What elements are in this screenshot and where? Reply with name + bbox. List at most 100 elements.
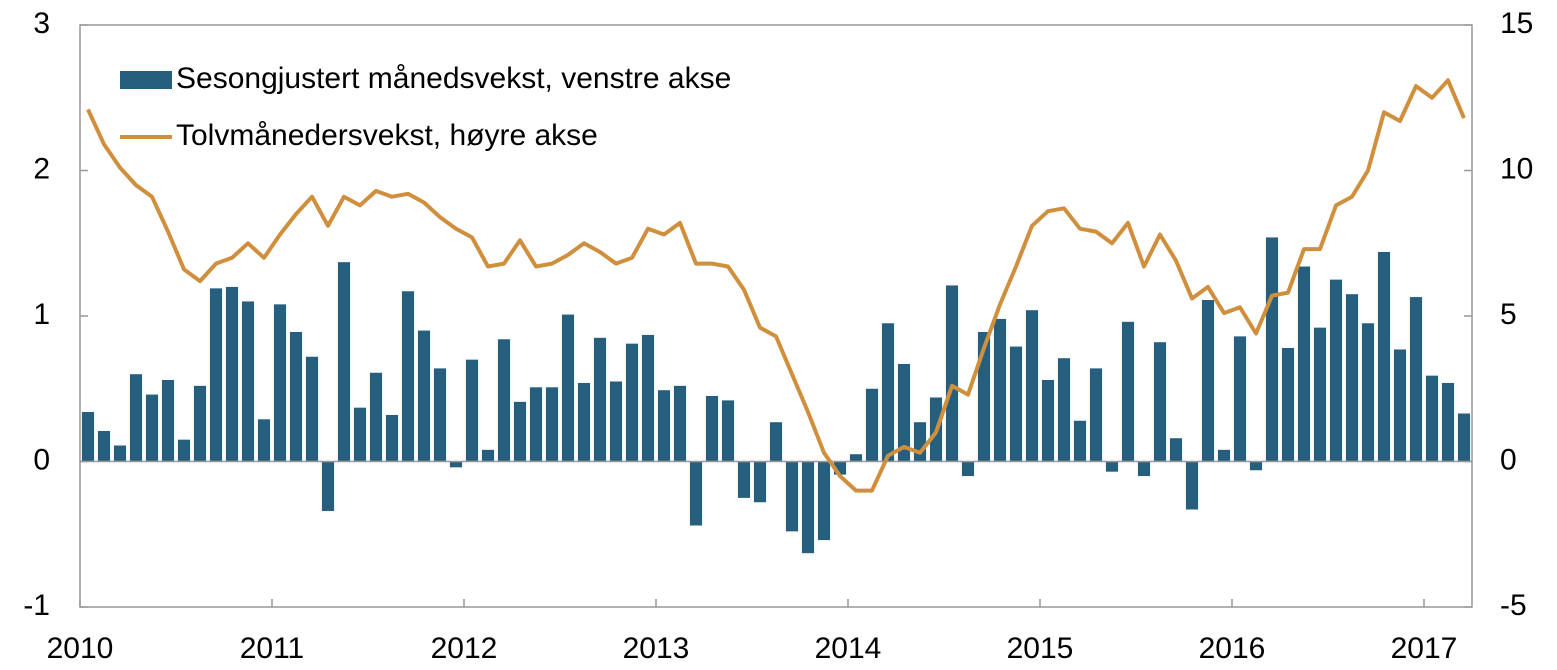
bar [721, 400, 735, 462]
y2-tick-label: 15 [1500, 7, 1533, 40]
bar [113, 445, 127, 462]
bar [1169, 438, 1183, 462]
bar [913, 422, 927, 462]
bar [417, 330, 431, 462]
bar [1313, 327, 1327, 462]
y2-tick-label: -5 [1500, 589, 1527, 622]
bar [177, 439, 191, 462]
y-tick-label: 1 [33, 298, 50, 331]
bar [897, 364, 911, 462]
bar [849, 454, 863, 462]
bar [225, 286, 239, 462]
bar [369, 372, 383, 462]
bar [705, 396, 719, 462]
y2-tick-label: 5 [1500, 298, 1517, 331]
bar [961, 461, 975, 477]
bar [625, 343, 639, 462]
x-tick-label: 2011 [240, 632, 305, 665]
bar [545, 387, 559, 462]
bar [1361, 323, 1375, 462]
bar [1025, 310, 1039, 462]
bar [609, 381, 623, 462]
y-tick-label: 3 [33, 7, 50, 40]
x-tick-label: 2010 [47, 632, 114, 665]
bar [385, 414, 399, 462]
bar [977, 332, 991, 462]
bar [1153, 342, 1167, 462]
bar [289, 332, 303, 462]
bar [945, 285, 959, 462]
bar [769, 422, 783, 462]
bar [529, 387, 543, 462]
bar [801, 461, 815, 554]
x-tick-label: 2017 [1391, 632, 1458, 665]
bar [305, 356, 319, 462]
bar [753, 461, 767, 503]
bar [689, 461, 703, 526]
bar [1281, 348, 1295, 462]
x-tick-label: 2015 [1007, 632, 1074, 665]
bar [465, 359, 479, 462]
y2-tick-label: 0 [1500, 443, 1517, 476]
x-tick-label: 2016 [1199, 632, 1266, 665]
bar [481, 449, 495, 462]
bar [1121, 321, 1135, 462]
bar [209, 288, 223, 462]
bar [1265, 237, 1279, 462]
y-tick-label: 2 [33, 152, 50, 185]
x-tick-label: 2013 [623, 632, 690, 665]
bar [993, 318, 1007, 462]
y-tick-label: -1 [23, 589, 50, 622]
bar [81, 412, 95, 462]
bar [1185, 461, 1199, 510]
line [86, 78, 1466, 493]
bar [1217, 449, 1231, 462]
bar [1297, 266, 1311, 462]
bar [353, 407, 367, 462]
bar [513, 401, 527, 462]
bar [1057, 358, 1071, 462]
bar [1201, 299, 1215, 462]
y2-tick-label: 10 [1500, 152, 1533, 185]
bar [1249, 461, 1263, 471]
bar [129, 374, 143, 462]
bar [1073, 420, 1087, 462]
bar [1009, 346, 1023, 462]
bar [497, 339, 511, 462]
bar [1377, 251, 1391, 462]
bar [1409, 297, 1423, 462]
bar [641, 334, 655, 462]
legend-label: Sesongjustert månedsvekst, venstre akse [176, 62, 731, 95]
bar [193, 385, 207, 462]
bar [881, 323, 895, 462]
bar [241, 301, 255, 462]
bar [1457, 413, 1471, 462]
bar [161, 380, 175, 462]
bar [1089, 368, 1103, 462]
bar [449, 461, 463, 468]
bar [145, 394, 159, 462]
bar [273, 304, 287, 462]
bar [577, 382, 591, 462]
bar [1041, 380, 1055, 462]
bar [785, 461, 799, 532]
bar [1393, 349, 1407, 462]
bar [1137, 461, 1151, 477]
bar [1233, 336, 1247, 462]
legend-swatch [120, 71, 172, 89]
bar [737, 461, 751, 498]
bar [433, 368, 447, 462]
bar [1441, 382, 1455, 462]
bar [817, 461, 831, 541]
x-tick-label: 2012 [431, 632, 498, 665]
bar [657, 390, 671, 462]
bar [337, 262, 351, 462]
bar [97, 430, 111, 462]
bar [1105, 461, 1119, 472]
bar [1425, 375, 1439, 462]
bar [865, 388, 879, 462]
bar [321, 461, 335, 511]
legend-label: Tolvmånedersvekst, høyre akse [176, 119, 598, 152]
y-tick-label: 0 [33, 443, 50, 476]
bar [673, 385, 687, 462]
